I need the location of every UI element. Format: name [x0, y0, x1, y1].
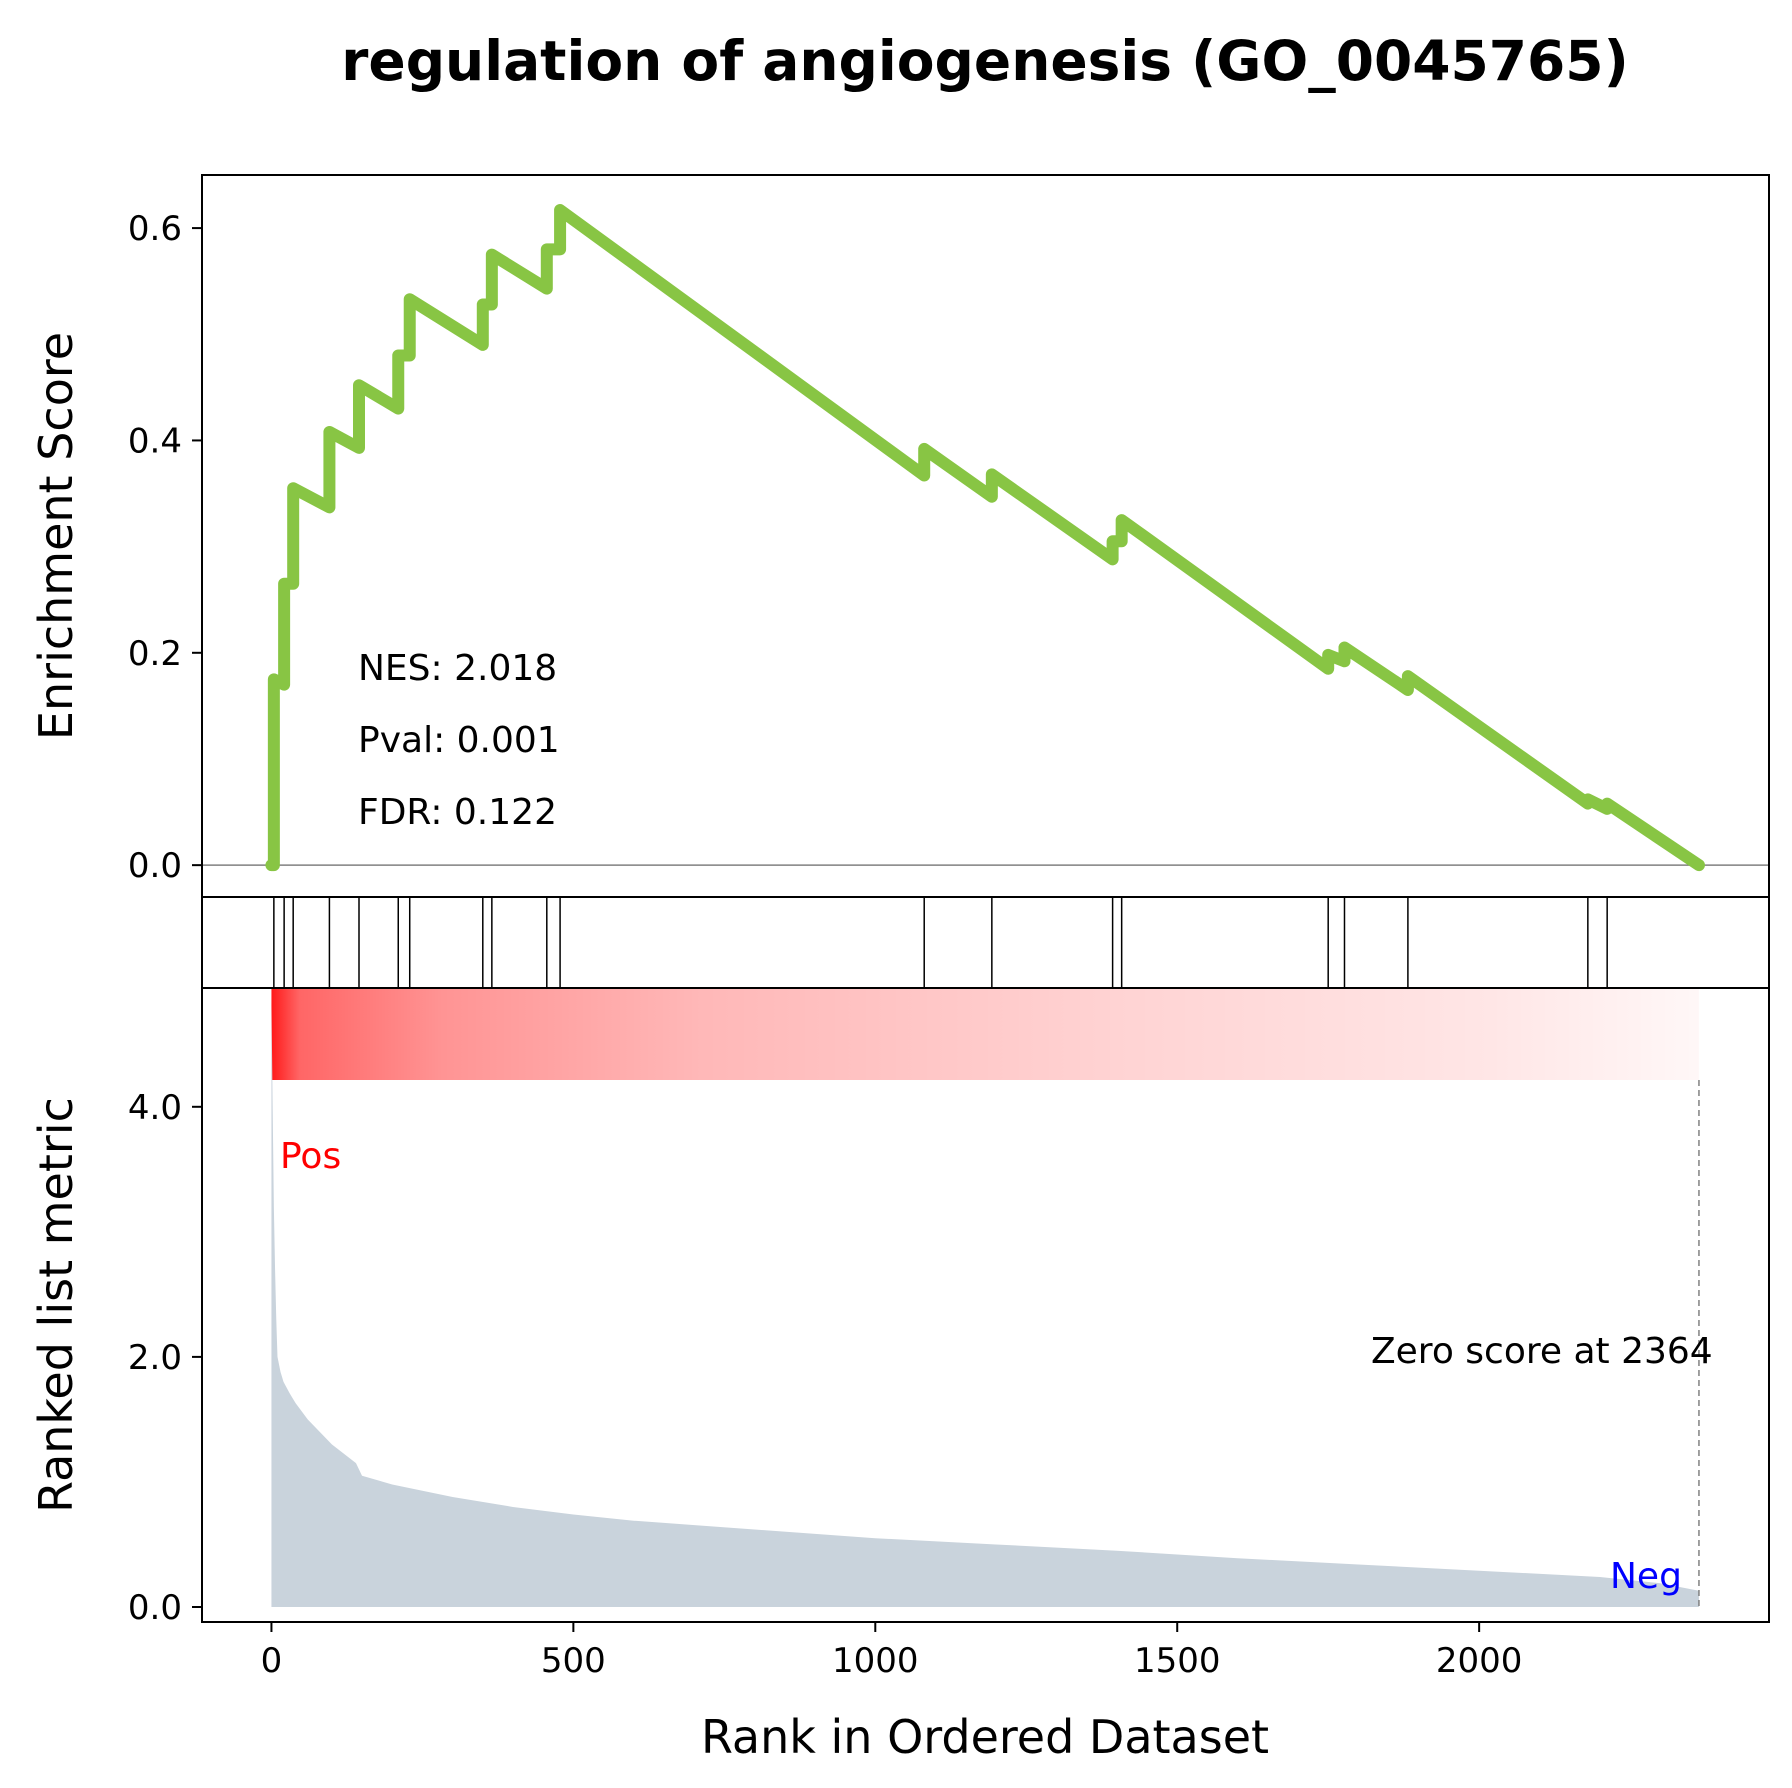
- xtick-label: 1000: [832, 1641, 919, 1681]
- rank-y-axis: 0.0 2.0 4.0: [128, 1088, 202, 1628]
- zero-score-annotation: Zero score at 2364: [1371, 1331, 1713, 1372]
- pos-label: Pos: [280, 1136, 341, 1177]
- xtick-label: 1500: [1134, 1641, 1221, 1681]
- rank-frame: [201, 987, 1770, 1623]
- es-ytick-label: 0.4: [128, 421, 182, 461]
- hits-frame: [201, 896, 1770, 989]
- es-ylabel: Enrichment Score: [29, 332, 83, 740]
- rank-ylabel: Ranked list metric: [29, 1097, 83, 1513]
- rank-ytick-label: 0.0: [128, 1588, 182, 1628]
- xtick-label: 0: [261, 1641, 283, 1681]
- heat-strip: [271, 988, 1699, 1080]
- nes-annotation: NES: 2.018: [358, 648, 557, 689]
- es-ytick-label: 0.0: [128, 846, 182, 886]
- fdr-annotation: FDR: 0.122: [358, 792, 557, 833]
- ranked-metric-panel: Zero score at 2364 Pos Neg 0.0 2.0 4.0 0 50…: [29, 987, 1770, 1681]
- es-ytick-label: 0.6: [128, 209, 182, 249]
- es-frame: [201, 174, 1770, 898]
- pval-annotation: Pval: 0.001: [358, 720, 560, 761]
- ranked-metric-area: [271, 1000, 1699, 1607]
- hit-lines: [273, 897, 1608, 988]
- x-axis-label: Rank in Ordered Dataset: [701, 1710, 1269, 1764]
- es-ytick-label: 0.2: [128, 634, 182, 674]
- chart-title: regulation of angiogenesis (GO_0045765): [341, 29, 1628, 93]
- es-curve: [265, 204, 1705, 872]
- xtick-label: 2000: [1436, 1641, 1523, 1681]
- x-axis: 0 500 1000 1500 2000: [261, 1622, 1523, 1681]
- neg-label: Neg: [1610, 1556, 1682, 1597]
- enrichment-panel: 0.0 0.2 0.4 0.6 NES: 2.018 Pval: 0.001 FDR:…: [29, 174, 1770, 898]
- xtick-label: 500: [541, 1641, 606, 1681]
- rank-ytick-label: 4.0: [128, 1088, 182, 1128]
- es-y-axis: 0.0 0.2 0.4 0.6: [128, 209, 202, 886]
- rank-ytick-label: 2.0: [128, 1338, 182, 1378]
- hits-panel: [201, 896, 1770, 989]
